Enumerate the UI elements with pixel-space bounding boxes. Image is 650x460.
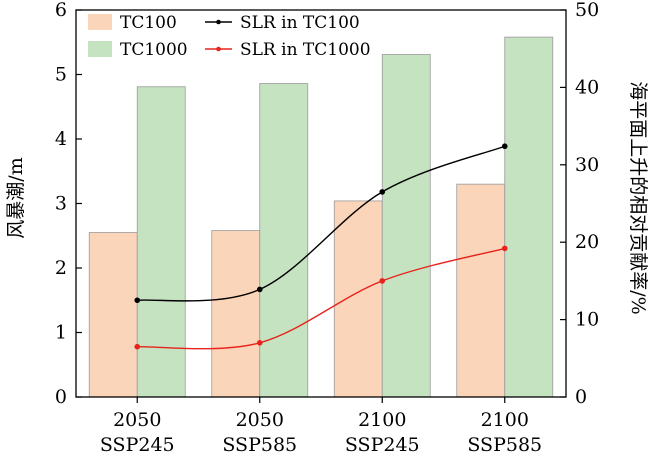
bar-tc100-3	[456, 183, 506, 398]
line-slr-tc1000	[137, 247, 505, 350]
line-slr-tc100	[137, 145, 505, 302]
x-tick-label-scenario-0: SSP245	[100, 434, 175, 456]
y-tick-label-2: 2	[55, 257, 67, 279]
y2-tick-label-3: 30	[575, 154, 599, 176]
point-slr-tc100-1	[256, 286, 263, 293]
y2-tick-label-1: 10	[575, 309, 599, 331]
bar-tc1000-1	[259, 83, 309, 398]
y-tick-label-3: 3	[55, 193, 67, 215]
y2-tick-label-4: 40	[575, 76, 599, 98]
bar-tc1000-2	[381, 54, 431, 398]
y2-tick-label-2: 20	[575, 231, 599, 253]
bar-tc100-2	[333, 200, 383, 398]
point-slr-tc100-0	[134, 297, 141, 304]
point-slr-tc100-3	[501, 143, 508, 150]
legend-label-slr-tc100: SLR in TC100	[240, 13, 360, 33]
legend-swatch-tc1000	[88, 41, 112, 57]
lines-layer	[134, 143, 508, 350]
point-slr-tc1000-1	[256, 340, 263, 346]
legend-marker-slr-tc1000	[216, 46, 221, 52]
legend-label-tc1000: TC1000	[120, 40, 188, 60]
y2-tick-label-0: 0	[575, 386, 587, 408]
bars-layer	[88, 36, 554, 398]
x-tick-label-scenario-2: SSP245	[345, 434, 420, 456]
legend-label-tc100: TC100	[120, 13, 177, 33]
x-tick-label-year-0: 2050	[113, 409, 161, 431]
bar-tc1000-3	[504, 36, 554, 398]
axes-layer: 0 1 2 3 4 5 6 0 10 20 30 40 50 2050 SSP245 2050 SSP585 21…	[55, 0, 599, 456]
point-slr-tc1000-0	[134, 343, 141, 350]
legend-swatch-tc100	[88, 14, 112, 30]
legend-marker-slr-tc100	[216, 19, 221, 25]
x-tick-label-year-1: 2050	[236, 409, 284, 431]
x-tick-label-scenario-3: SSP585	[467, 434, 542, 456]
y-tick-label-4: 4	[55, 128, 67, 150]
y-tick-label-6: 6	[55, 0, 67, 21]
bar-tc100-1	[211, 230, 261, 398]
x-tick-label-year-3: 2100	[481, 409, 529, 431]
y2-axis-label: 海平面上升的相对贡献率/%	[627, 81, 649, 314]
bar-tc100-0	[88, 232, 138, 398]
point-slr-tc1000-3	[501, 245, 508, 252]
y-tick-label-0: 0	[55, 386, 67, 408]
y-tick-label-1: 1	[55, 322, 67, 344]
legend: TC100 TC1000 SLR in TC100 SLR in TC1000	[88, 13, 371, 60]
point-slr-tc100-2	[379, 189, 386, 195]
y2-tick-label-5: 50	[575, 0, 599, 21]
x-tick-label-year-2: 2100	[358, 409, 406, 431]
bar-tc1000-0	[136, 86, 186, 398]
legend-label-slr-tc1000: SLR in TC1000	[240, 40, 371, 60]
x-tick-label-scenario-1: SSP585	[222, 434, 297, 456]
point-slr-tc1000-2	[379, 278, 386, 284]
y-axis-label: 风暴潮/m	[5, 157, 27, 238]
y-tick-label-5: 5	[55, 64, 67, 86]
